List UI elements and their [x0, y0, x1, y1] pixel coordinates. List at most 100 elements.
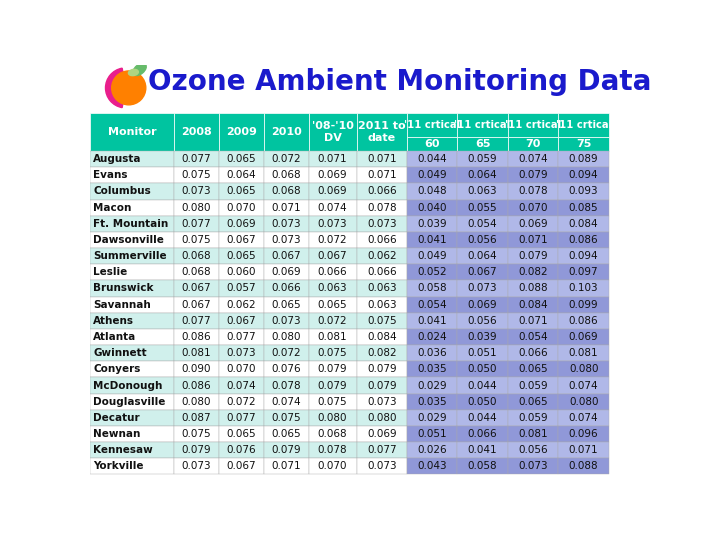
Bar [174, 329, 219, 345]
Bar [264, 442, 309, 458]
Text: 0.040: 0.040 [418, 202, 447, 213]
Text: 0.064: 0.064 [226, 170, 256, 180]
Bar [356, 410, 407, 426]
Text: 0.051: 0.051 [418, 429, 447, 439]
Text: '11 crtical: '11 crtical [556, 120, 612, 130]
Bar [90, 248, 174, 264]
Bar [457, 410, 508, 426]
Text: 70: 70 [525, 139, 541, 149]
Text: 0.073: 0.073 [181, 186, 211, 197]
Text: 0.065: 0.065 [226, 429, 256, 439]
Text: '11 crtical: '11 crtical [505, 120, 561, 130]
Bar [508, 167, 558, 184]
Text: 0.075: 0.075 [367, 316, 397, 326]
Bar [264, 215, 309, 232]
Bar [558, 264, 609, 280]
Text: 0.071: 0.071 [271, 461, 301, 471]
Text: 0.067: 0.067 [226, 316, 256, 326]
Text: 0.068: 0.068 [271, 170, 301, 180]
Bar [219, 361, 264, 377]
Text: 0.074: 0.074 [518, 154, 548, 164]
Text: 0.069: 0.069 [468, 300, 498, 309]
Text: 0.066: 0.066 [318, 267, 347, 278]
Bar [174, 410, 219, 426]
Text: 0.072: 0.072 [318, 316, 347, 326]
Bar [508, 377, 558, 394]
Text: 0.078: 0.078 [518, 186, 548, 197]
Text: Ozone Ambient Monitoring Data: Ozone Ambient Monitoring Data [148, 68, 652, 96]
Text: 0.064: 0.064 [468, 170, 498, 180]
Text: Gwinnett: Gwinnett [93, 348, 147, 358]
Text: 0.079: 0.079 [271, 445, 301, 455]
Text: 0.073: 0.073 [226, 348, 256, 358]
Bar [309, 410, 356, 426]
Text: 0.067: 0.067 [468, 267, 498, 278]
Text: 0.073: 0.073 [468, 284, 498, 293]
Text: 2011 to
date: 2011 to date [358, 121, 405, 143]
Bar [457, 151, 508, 167]
Text: 0.074: 0.074 [318, 202, 347, 213]
Bar [508, 137, 558, 151]
Text: 0.054: 0.054 [468, 219, 498, 229]
Bar [264, 151, 309, 167]
Bar [508, 215, 558, 232]
Bar [309, 151, 356, 167]
Text: 0.044: 0.044 [468, 381, 498, 390]
Bar [508, 345, 558, 361]
Bar [309, 377, 356, 394]
Bar [356, 458, 407, 475]
Text: 0.084: 0.084 [569, 219, 598, 229]
Bar [309, 329, 356, 345]
Text: 0.073: 0.073 [367, 397, 397, 407]
Bar [309, 112, 356, 151]
Bar [508, 458, 558, 475]
Text: 0.065: 0.065 [518, 364, 548, 374]
Text: 0.075: 0.075 [271, 413, 301, 423]
Bar [90, 410, 174, 426]
Bar [457, 296, 508, 313]
Text: 0.060: 0.060 [226, 267, 256, 278]
Bar [264, 248, 309, 264]
Bar [407, 345, 457, 361]
Bar [407, 426, 457, 442]
Bar [90, 215, 174, 232]
Text: 0.063: 0.063 [367, 300, 397, 309]
Text: 0.069: 0.069 [318, 186, 347, 197]
Bar [219, 410, 264, 426]
Bar [356, 167, 407, 184]
Text: 0.081: 0.081 [181, 348, 211, 358]
Text: 0.088: 0.088 [518, 284, 548, 293]
Bar [309, 442, 356, 458]
Text: Conyers: Conyers [93, 364, 140, 374]
Bar [457, 184, 508, 200]
Bar [356, 361, 407, 377]
Text: 0.056: 0.056 [468, 316, 498, 326]
Text: 0.086: 0.086 [181, 332, 211, 342]
Bar [219, 112, 264, 151]
Bar [309, 361, 356, 377]
Text: 0.096: 0.096 [569, 429, 598, 439]
Text: 0.074: 0.074 [569, 381, 598, 390]
Bar [90, 313, 174, 329]
Text: 0.066: 0.066 [271, 284, 301, 293]
Bar [558, 200, 609, 215]
Text: 0.080: 0.080 [569, 397, 598, 407]
Bar [174, 458, 219, 475]
Bar [174, 184, 219, 200]
Text: 0.067: 0.067 [181, 284, 211, 293]
Bar [558, 184, 609, 200]
Text: 0.026: 0.026 [418, 445, 447, 455]
Bar [90, 458, 174, 475]
Bar [356, 329, 407, 345]
Bar [508, 410, 558, 426]
Text: 0.071: 0.071 [367, 170, 397, 180]
Bar [558, 151, 609, 167]
Bar [309, 167, 356, 184]
Text: 0.059: 0.059 [518, 381, 548, 390]
Bar [407, 442, 457, 458]
Bar [264, 112, 309, 151]
Text: Brunswick: Brunswick [93, 284, 153, 293]
Text: 0.093: 0.093 [569, 186, 598, 197]
Text: 0.068: 0.068 [271, 186, 301, 197]
Bar [264, 184, 309, 200]
